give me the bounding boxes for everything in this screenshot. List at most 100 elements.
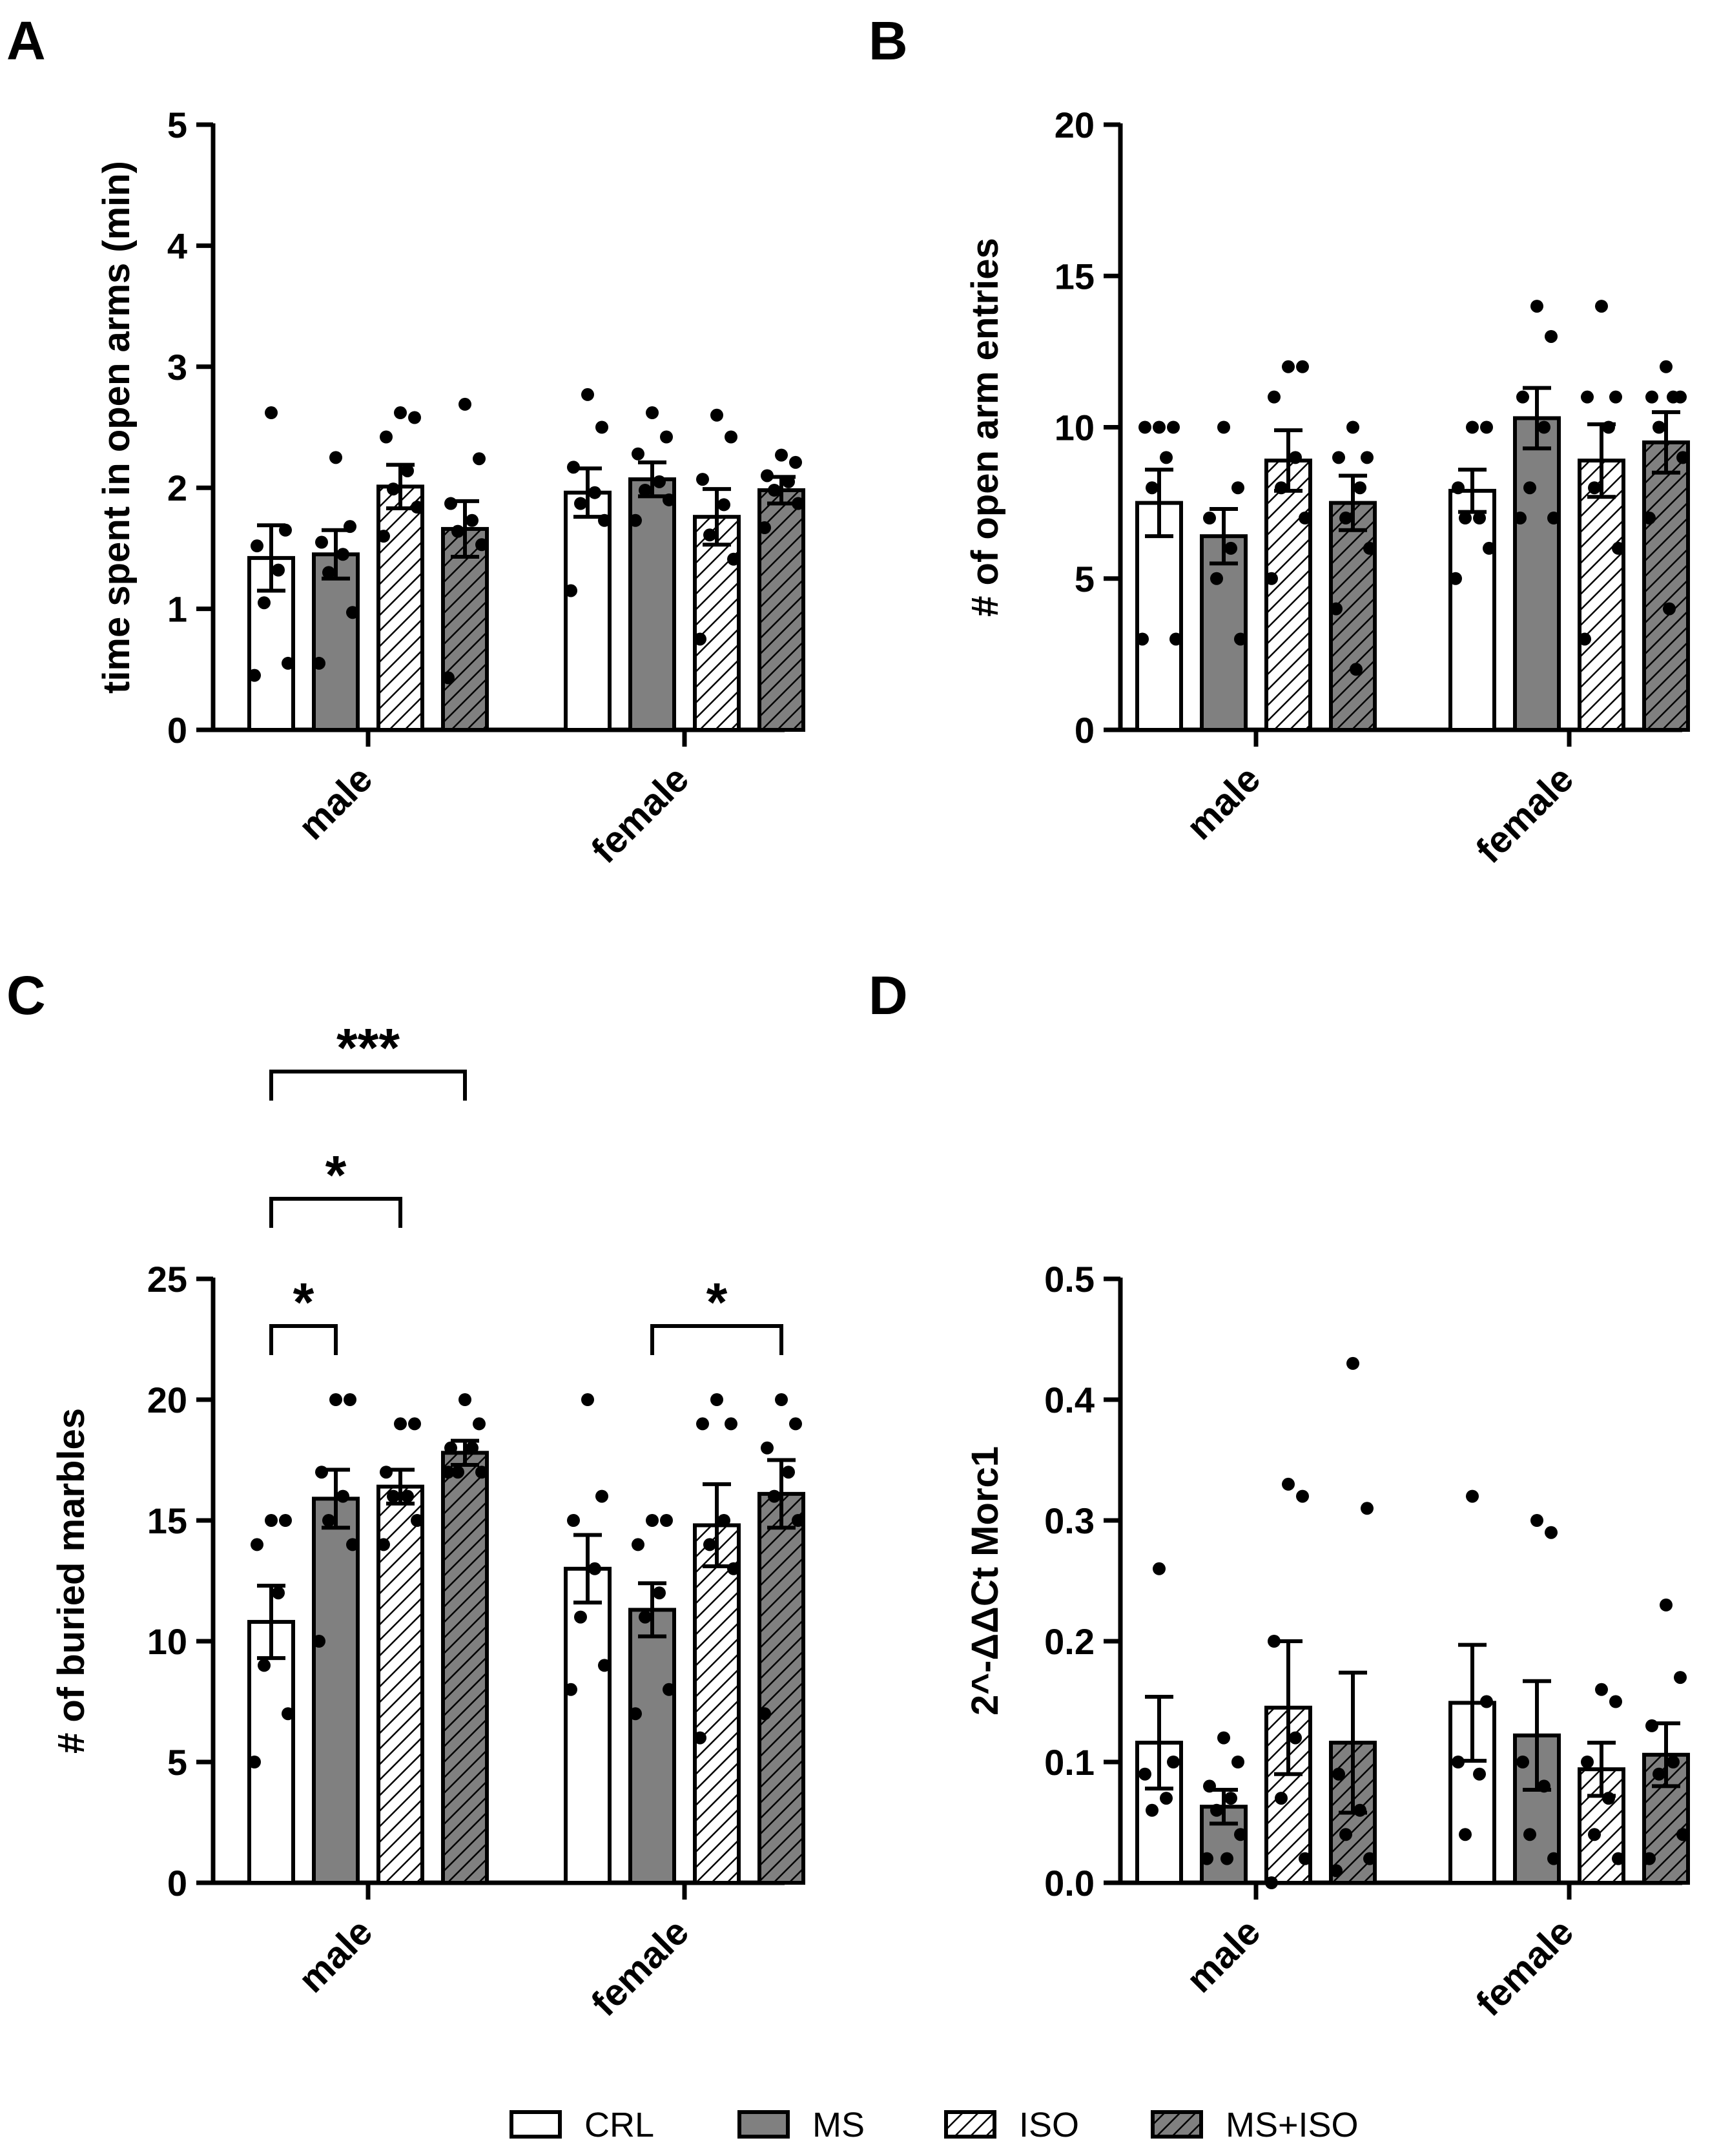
data-point [1330, 1864, 1343, 1878]
x-category-label: male [1179, 1911, 1268, 2000]
data-point [272, 1586, 285, 1600]
y-tick-label: 0.0 [1044, 1863, 1095, 1903]
data-point [1160, 451, 1173, 464]
data-point [1332, 1767, 1345, 1781]
data-point [768, 1489, 781, 1503]
y-tick-label: 15 [1055, 256, 1095, 296]
data-point [1653, 1767, 1665, 1781]
data-point [1354, 1803, 1366, 1817]
data-point [265, 1514, 278, 1527]
y-tick-label: 5 [167, 1742, 187, 1783]
data-point [1653, 420, 1665, 434]
data-point [248, 1756, 261, 1768]
data-point [1363, 541, 1376, 555]
data-point [1643, 1852, 1656, 1865]
data-point [411, 501, 424, 514]
data-point [1296, 1489, 1309, 1503]
data-point [595, 1489, 608, 1503]
data-point [632, 447, 644, 461]
data-point [1530, 1514, 1543, 1527]
y-axis-label: # of buried marbles [50, 1408, 92, 1754]
legend-label: MS [812, 2106, 865, 2144]
panel-a: A 0 1 2 3 4 5 time spent in open arms (min) male… [6, 10, 805, 871]
data-point [1466, 420, 1479, 434]
data-point [792, 1514, 805, 1527]
data-point [1676, 1828, 1689, 1841]
data-point [703, 528, 716, 542]
data-point [258, 1659, 271, 1672]
bar [1578, 459, 1625, 732]
data-point [1265, 572, 1278, 585]
data-point [475, 1466, 488, 1479]
data-point [251, 1538, 263, 1551]
x-category-label: male [291, 758, 380, 847]
data-point [567, 1514, 580, 1527]
data-point [1363, 1852, 1376, 1865]
bar [1329, 501, 1377, 732]
data-point [1612, 1852, 1625, 1865]
data-point [1217, 1731, 1230, 1745]
data-point [1538, 1779, 1550, 1793]
panel-letter: C [6, 965, 46, 1026]
data-point [251, 539, 263, 553]
data-point [588, 1562, 601, 1575]
data-point [789, 1417, 802, 1431]
y-tick-label: 15 [147, 1500, 187, 1541]
data-point [411, 1514, 424, 1527]
data-point [1153, 1562, 1166, 1575]
y-tick-label: 4 [167, 225, 187, 266]
y-tick-label: 20 [1055, 105, 1095, 145]
data-point [1138, 420, 1151, 434]
data-point [717, 1514, 730, 1527]
data-point [696, 473, 709, 486]
bar [376, 1484, 424, 1885]
data-point [475, 538, 488, 552]
data-point [646, 406, 659, 420]
panel-b: B 0 5 10 15 20 # of open arm entries male female [869, 10, 1690, 871]
y-tick-label: 2 [167, 468, 187, 508]
data-point [581, 1393, 594, 1406]
data-point [1595, 300, 1608, 313]
data-point [598, 513, 611, 527]
legend-swatch [510, 2110, 562, 2139]
data-point [564, 584, 577, 597]
data-point [1547, 512, 1560, 525]
x-category-label: female [583, 1911, 697, 2024]
data-point [248, 669, 261, 682]
y-tick-label: 10 [147, 1621, 187, 1662]
data-point [265, 406, 278, 420]
data-point [1547, 1852, 1560, 1865]
data-point [632, 1538, 644, 1551]
data-point [696, 1417, 709, 1431]
data-point [1332, 451, 1345, 464]
data-point [639, 1610, 652, 1624]
data-point [1354, 481, 1366, 495]
y-axis-label: 2^-ΔΔCt Morc1 [964, 1446, 1006, 1715]
data-point [768, 483, 781, 497]
data-point [639, 483, 652, 497]
bar [247, 1620, 295, 1885]
data-point [444, 1441, 457, 1455]
data-point [663, 493, 675, 506]
y-tick-label: 0.2 [1044, 1621, 1095, 1662]
data-point [322, 566, 335, 579]
data-point [380, 430, 393, 444]
data-point [315, 1466, 328, 1479]
data-point [782, 1466, 795, 1479]
data-point [1138, 1767, 1151, 1781]
data-point [792, 497, 805, 510]
bar [441, 1451, 489, 1885]
data-point [1674, 1671, 1687, 1684]
y-axis-label: # of open arm entries [964, 238, 1006, 617]
data-point [710, 408, 723, 422]
data-point [595, 420, 608, 434]
data-point [1268, 1635, 1281, 1648]
significance-label: * [706, 1272, 728, 1332]
data-point [1645, 390, 1658, 404]
significance-label: * [293, 1272, 314, 1332]
data-point [336, 1489, 349, 1503]
data-point [1595, 1683, 1608, 1696]
data-point [1275, 1792, 1288, 1805]
y-tick-label: 5 [167, 105, 187, 145]
